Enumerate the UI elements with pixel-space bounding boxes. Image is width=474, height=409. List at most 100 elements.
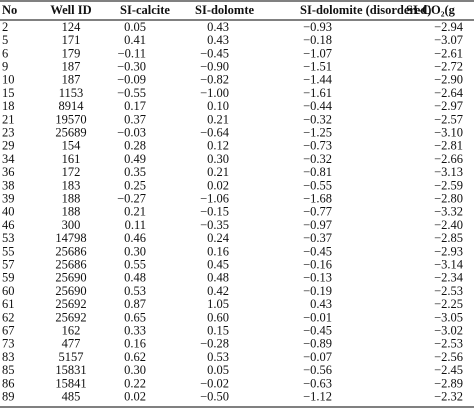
table-cell: 0.48 — [124, 271, 146, 285]
table-cell: 89 — [2, 389, 15, 403]
table-cell: 0.62 — [124, 350, 146, 364]
table-cell: −0.44 — [303, 99, 333, 113]
table-cell: 5 — [2, 33, 8, 47]
table-cell: 21 — [2, 112, 15, 126]
table-cell: −0.09 — [117, 73, 146, 87]
table-cell: 0.25 — [124, 178, 146, 192]
table-cell: −0.55 — [303, 178, 332, 192]
table-cell: −0.15 — [200, 205, 229, 219]
table-cell: −3.10 — [434, 125, 463, 139]
table-cell: −2.34 — [434, 271, 464, 285]
table-cell: −0.97 — [303, 218, 332, 232]
table-cell: 162 — [62, 323, 81, 337]
column-header: SI-CO₂(g — [406, 3, 456, 17]
table-cell: 15841 — [55, 376, 86, 390]
table-cell: −1.68 — [303, 191, 332, 205]
table-cell: 0.42 — [207, 284, 229, 298]
table-cell: −1.00 — [200, 86, 229, 100]
table-cell: 36 — [2, 165, 15, 179]
table-cell: 25686 — [55, 244, 86, 258]
table-cell: −2.64 — [434, 86, 464, 100]
table-cell: 0.43 — [310, 297, 332, 311]
table-cell: 179 — [62, 46, 81, 60]
table-cell: 14798 — [55, 231, 86, 245]
table-cell: 0.12 — [207, 139, 229, 153]
table-cell: −3.02 — [434, 323, 463, 337]
table-cell: −2.89 — [434, 376, 463, 390]
table-cell: 154 — [62, 139, 82, 153]
table-cell: 171 — [62, 33, 81, 47]
table-cell: −0.45 — [200, 46, 229, 60]
table-cell: 0.10 — [207, 99, 229, 113]
table-cell: 60 — [2, 284, 15, 298]
table-cell: 0.02 — [124, 389, 146, 403]
table-cell: 0.35 — [124, 165, 146, 179]
table-cell: 187 — [62, 73, 81, 87]
table-cell: 0.48 — [207, 271, 229, 285]
table-cell: −3.14 — [434, 257, 464, 271]
table-cell: 15 — [2, 86, 15, 100]
table-cell: 0.02 — [207, 178, 229, 192]
table-cell: −2.61 — [434, 46, 463, 60]
table-cell: 8914 — [59, 99, 85, 113]
table-cell: −1.51 — [303, 59, 332, 73]
table-cell: 15831 — [55, 363, 86, 377]
table-cell: −0.28 — [200, 337, 229, 351]
table-cell: 0.21 — [207, 112, 229, 126]
table-cell: 25692 — [55, 297, 86, 311]
table-cell: 0.37 — [124, 112, 146, 126]
table-cell: −1.06 — [200, 191, 229, 205]
table-cell: 0.24 — [207, 231, 230, 245]
table-cell: 19570 — [55, 112, 86, 126]
table-cell: 55 — [2, 244, 15, 258]
table-cell: −0.02 — [200, 376, 229, 390]
table-cell: 34 — [2, 152, 15, 166]
table-cell: 2 — [2, 20, 8, 34]
table-cell: −2.40 — [434, 218, 463, 232]
table-cell: 0.55 — [124, 257, 146, 271]
table-cell: −2.80 — [434, 191, 463, 205]
table-cell: 0.49 — [124, 152, 146, 166]
table-cell: 0.87 — [124, 297, 146, 311]
table-cell: 0.46 — [124, 231, 146, 245]
table-cell: −1.44 — [303, 73, 333, 87]
table-cell: 10 — [2, 73, 15, 87]
table-cell: −2.66 — [434, 152, 463, 166]
table-cell: −0.63 — [303, 376, 332, 390]
table-cell: 57 — [2, 257, 15, 271]
column-header: SI-dolomite (disordered) — [300, 3, 431, 17]
table-cell: 39 — [2, 191, 15, 205]
table-cell: −2.94 — [434, 20, 464, 34]
table-cell: 0.33 — [124, 323, 146, 337]
table-cell: −2.59 — [434, 178, 463, 192]
table-cell: 187 — [62, 59, 81, 73]
table-cell: 0.28 — [124, 139, 146, 153]
table-cell: 183 — [62, 178, 81, 192]
table-cell: −2.56 — [434, 350, 463, 364]
table-cell: −0.13 — [303, 271, 332, 285]
table-cell: 485 — [62, 389, 81, 403]
table-cell: 59 — [2, 271, 15, 285]
table-cell: −2.25 — [434, 297, 463, 311]
table-cell: −0.30 — [117, 59, 146, 73]
table-cell: 188 — [62, 191, 81, 205]
table-cell: 6 — [2, 46, 8, 60]
table-cell: 0.60 — [207, 310, 229, 324]
table-cell: −2.45 — [434, 363, 463, 377]
table-cell: 83 — [2, 350, 15, 364]
table-cell: 85 — [2, 363, 15, 377]
table-cell: −2.57 — [434, 112, 463, 126]
table-cell: 1.05 — [207, 297, 229, 311]
table-cell: 0.21 — [124, 205, 146, 219]
table-cell: 0.16 — [124, 337, 146, 351]
table-cell: 0.53 — [207, 350, 229, 364]
column-header: SI-calcite — [120, 3, 170, 17]
table-cell: 29 — [2, 139, 15, 153]
table-cell: 0.15 — [207, 323, 229, 337]
table-cell: 477 — [62, 337, 81, 351]
table-cell: −0.37 — [303, 231, 332, 245]
table-cell: −0.16 — [303, 257, 332, 271]
table-cell: −0.32 — [303, 112, 332, 126]
table-cell: 0.05 — [207, 363, 229, 377]
